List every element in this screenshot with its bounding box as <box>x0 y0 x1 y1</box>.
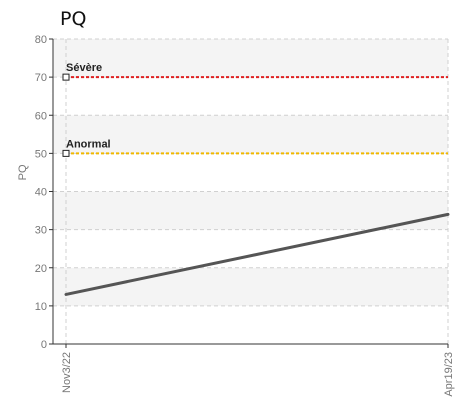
series-line <box>64 212 450 296</box>
y-tick-label: 30 <box>35 225 47 237</box>
background-band <box>53 153 448 192</box>
x-tick-labels: Nov3/22 Apr19/23 <box>61 344 455 397</box>
y-tick-label: 0 <box>41 339 47 351</box>
threshold-lines: Sévère Anormal <box>62 62 448 157</box>
background-band <box>53 305 448 344</box>
y-tick-label: 20 <box>35 263 47 275</box>
y-axis-title: PQ <box>17 164 29 180</box>
data-series <box>64 212 450 296</box>
background-band <box>53 267 448 306</box>
x-tick-label: Apr19/23 <box>443 352 455 397</box>
threshold-marker <box>62 73 70 81</box>
background-band <box>53 39 448 78</box>
y-tick-label: 40 <box>35 187 47 199</box>
threshold-label: Sévère <box>66 62 102 74</box>
background-band <box>53 229 448 268</box>
background-band <box>53 191 448 230</box>
y-tick-label: 10 <box>35 301 47 313</box>
threshold-label: Anormal <box>66 138 111 150</box>
background-band <box>53 115 448 154</box>
y-tick-label: 70 <box>35 72 47 84</box>
background-band <box>53 77 448 116</box>
y-tick-labels: 0 10 20 30 40 50 60 70 80 <box>35 34 53 351</box>
y-tick-label: 60 <box>35 110 47 122</box>
threshold-marker <box>62 149 70 157</box>
y-tick-label: 50 <box>35 148 47 160</box>
background-bands <box>53 39 448 344</box>
x-tick-label: Nov3/22 <box>61 352 73 393</box>
chart-title: PQ <box>60 8 86 30</box>
y-tick-label: 80 <box>35 34 47 46</box>
